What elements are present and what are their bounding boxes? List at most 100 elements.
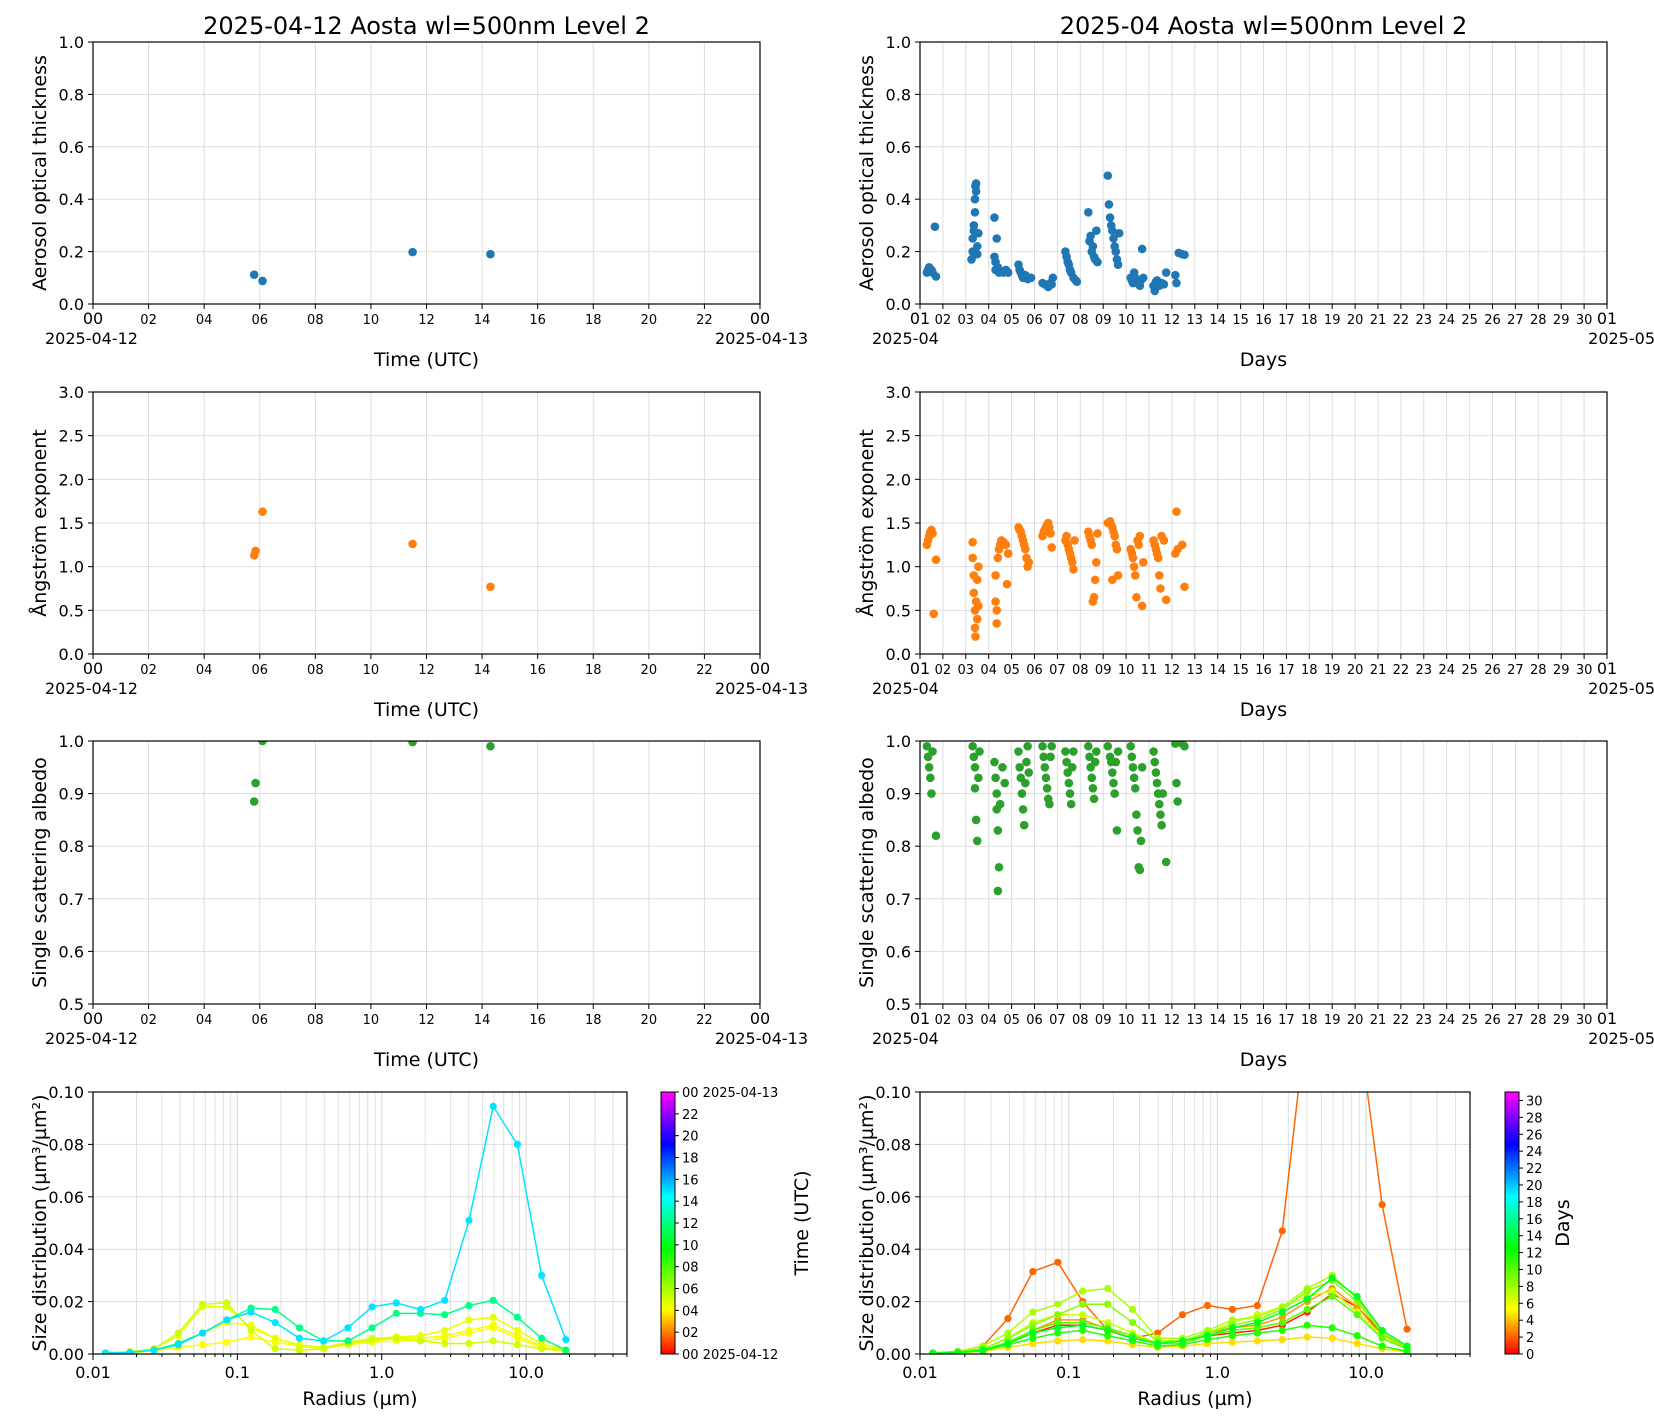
x-tick-label: 01 xyxy=(910,659,930,678)
colorbar-tick-label: 12 xyxy=(1526,1247,1543,1262)
data-point xyxy=(1065,789,1075,798)
data-point xyxy=(1086,231,1095,241)
x-tick-label: 08 xyxy=(307,663,324,678)
data-point xyxy=(1128,763,1138,772)
series-point xyxy=(150,1346,158,1354)
series-point xyxy=(1328,1292,1336,1300)
plot-area xyxy=(249,247,495,286)
colorbar xyxy=(1504,1091,1520,1355)
axes-frame xyxy=(919,391,1608,655)
series-point xyxy=(538,1334,546,1342)
data-point xyxy=(1180,250,1189,260)
colorbar-tick-label: 4 xyxy=(1526,1314,1534,1329)
x-tick-label: 12 xyxy=(418,663,435,678)
x-tick-label: 04 xyxy=(196,1013,213,1028)
series-point xyxy=(392,1299,400,1307)
series-point xyxy=(1203,1332,1212,1340)
series-point xyxy=(392,1334,400,1342)
x-tick-label: 05 xyxy=(1003,313,1020,328)
colorbar-tick-label: 18 xyxy=(682,1152,699,1167)
data-point xyxy=(928,529,937,538)
data-point xyxy=(968,234,977,243)
series-point xyxy=(320,1337,328,1345)
data-point xyxy=(994,862,1004,872)
x-tick-label: 07 xyxy=(1049,313,1066,328)
data-point xyxy=(1152,778,1162,788)
data-point xyxy=(1134,540,1143,550)
x-tick-label: 00 xyxy=(750,1009,770,1028)
data-point xyxy=(928,747,937,756)
x-tick-label: 08 xyxy=(307,313,324,328)
data-point xyxy=(968,553,977,563)
x-tick-label: 20 xyxy=(641,313,658,328)
y-tick-label: 1.0 xyxy=(59,33,84,52)
y-tick-label: 2.5 xyxy=(59,427,84,446)
data-point xyxy=(1062,757,1071,767)
x-tick-label: 20 xyxy=(641,663,658,678)
data-point xyxy=(1138,273,1148,283)
y-tick-label: 0.0 xyxy=(886,295,911,314)
series-point xyxy=(538,1271,546,1279)
data-point xyxy=(1064,778,1074,788)
data-point xyxy=(1132,810,1141,819)
x-tick-label: 12 xyxy=(1164,313,1181,328)
y-tick-label: 0.8 xyxy=(59,837,84,856)
data-point xyxy=(408,539,417,549)
x-tick-label: 16 xyxy=(1255,1013,1272,1028)
y-tick-label: 0.7 xyxy=(59,890,84,909)
data-point xyxy=(1108,575,1117,585)
data-point xyxy=(993,553,1003,563)
data-point xyxy=(991,597,1000,606)
series-point xyxy=(1378,1201,1386,1209)
data-point xyxy=(1066,799,1076,809)
colorbar-label: Time (UTC) xyxy=(791,1170,813,1276)
data-point xyxy=(972,614,982,624)
data-point xyxy=(1159,536,1169,545)
x-tick-label: 26 xyxy=(1484,1013,1501,1028)
data-point xyxy=(258,741,267,746)
x-tick-label: 18 xyxy=(1301,1013,1318,1028)
series-point xyxy=(1079,1300,1087,1308)
series-point xyxy=(1104,1300,1112,1308)
data-point xyxy=(1110,789,1119,798)
y-tick-label: 0.5 xyxy=(59,995,84,1014)
data-point xyxy=(1111,247,1121,256)
series-point xyxy=(562,1346,570,1354)
data-point xyxy=(1023,741,1032,751)
y-tick-label: 1.0 xyxy=(886,732,911,751)
data-point xyxy=(1047,543,1056,552)
y-tick-label: 0.4 xyxy=(59,190,84,209)
x-tick-label: 22 xyxy=(1393,663,1410,678)
data-point xyxy=(967,255,976,264)
x-tick-label: 16 xyxy=(1255,663,1272,678)
series-point xyxy=(465,1339,473,1348)
data-point xyxy=(1133,826,1142,835)
data-point xyxy=(1067,763,1077,772)
data-point xyxy=(931,831,941,840)
y-tick-label: 1.0 xyxy=(59,732,84,751)
data-point xyxy=(931,272,941,281)
series-point xyxy=(1278,1308,1286,1316)
x-tick-label: 18 xyxy=(585,313,602,328)
series-line xyxy=(932,1092,1408,1354)
axes-frame xyxy=(92,391,761,655)
x-tick-label: 19 xyxy=(1324,663,1341,678)
plot-area xyxy=(101,1102,570,1354)
x-tick-label: 02 xyxy=(140,663,157,678)
data-point xyxy=(1026,273,1036,283)
y-tick-label: 0.6 xyxy=(886,138,911,157)
data-point xyxy=(1103,741,1113,751)
x-tick-label: 00 xyxy=(83,659,103,678)
series-point xyxy=(1054,1324,1062,1332)
data-point xyxy=(1062,531,1071,541)
series-point xyxy=(929,1349,937,1354)
data-point xyxy=(1129,562,1139,571)
data-point xyxy=(1085,752,1094,762)
series-point xyxy=(465,1326,473,1335)
data-point xyxy=(1135,531,1145,541)
series-point xyxy=(101,1349,110,1354)
data-point xyxy=(1084,741,1093,751)
data-point xyxy=(1137,601,1147,611)
series-point xyxy=(271,1305,279,1314)
x-tick-label: 10 xyxy=(363,663,380,678)
